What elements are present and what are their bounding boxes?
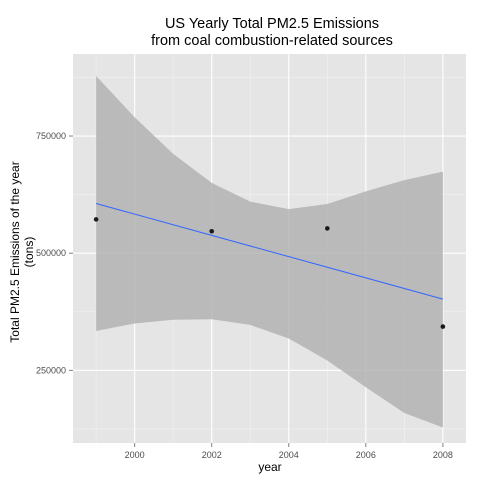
data-point bbox=[209, 228, 215, 234]
data-points bbox=[93, 217, 446, 329]
y-axis-label-line1: Total PM2.5 Emissions of the year bbox=[8, 161, 22, 342]
x-tick-label: 2006 bbox=[356, 450, 376, 460]
chart-title-line1: US Yearly Total PM2.5 Emissions bbox=[165, 16, 379, 32]
y-tick-label: 500000 bbox=[36, 248, 66, 258]
fit-line-layer bbox=[95, 203, 444, 300]
x-axis-label: year bbox=[258, 460, 281, 474]
x-tick-label: 2000 bbox=[125, 450, 145, 460]
axes: 2000 2002 2004 2006 2008 250000 500000 750000 bbox=[36, 131, 453, 460]
y-tick-label: 250000 bbox=[36, 365, 66, 375]
chart-title-line2: from coal combustion-related sources bbox=[151, 33, 393, 49]
data-point bbox=[324, 226, 330, 231]
data-point bbox=[440, 324, 446, 329]
x-tick-label: 2002 bbox=[202, 450, 222, 460]
regression-line bbox=[95, 203, 444, 300]
x-tick-label: 2004 bbox=[279, 450, 299, 460]
data-point bbox=[93, 217, 99, 222]
x-tick-label: 2008 bbox=[433, 450, 453, 460]
y-axis-label-line2: (tons) bbox=[22, 237, 36, 268]
y-tick-label: 750000 bbox=[36, 131, 66, 141]
